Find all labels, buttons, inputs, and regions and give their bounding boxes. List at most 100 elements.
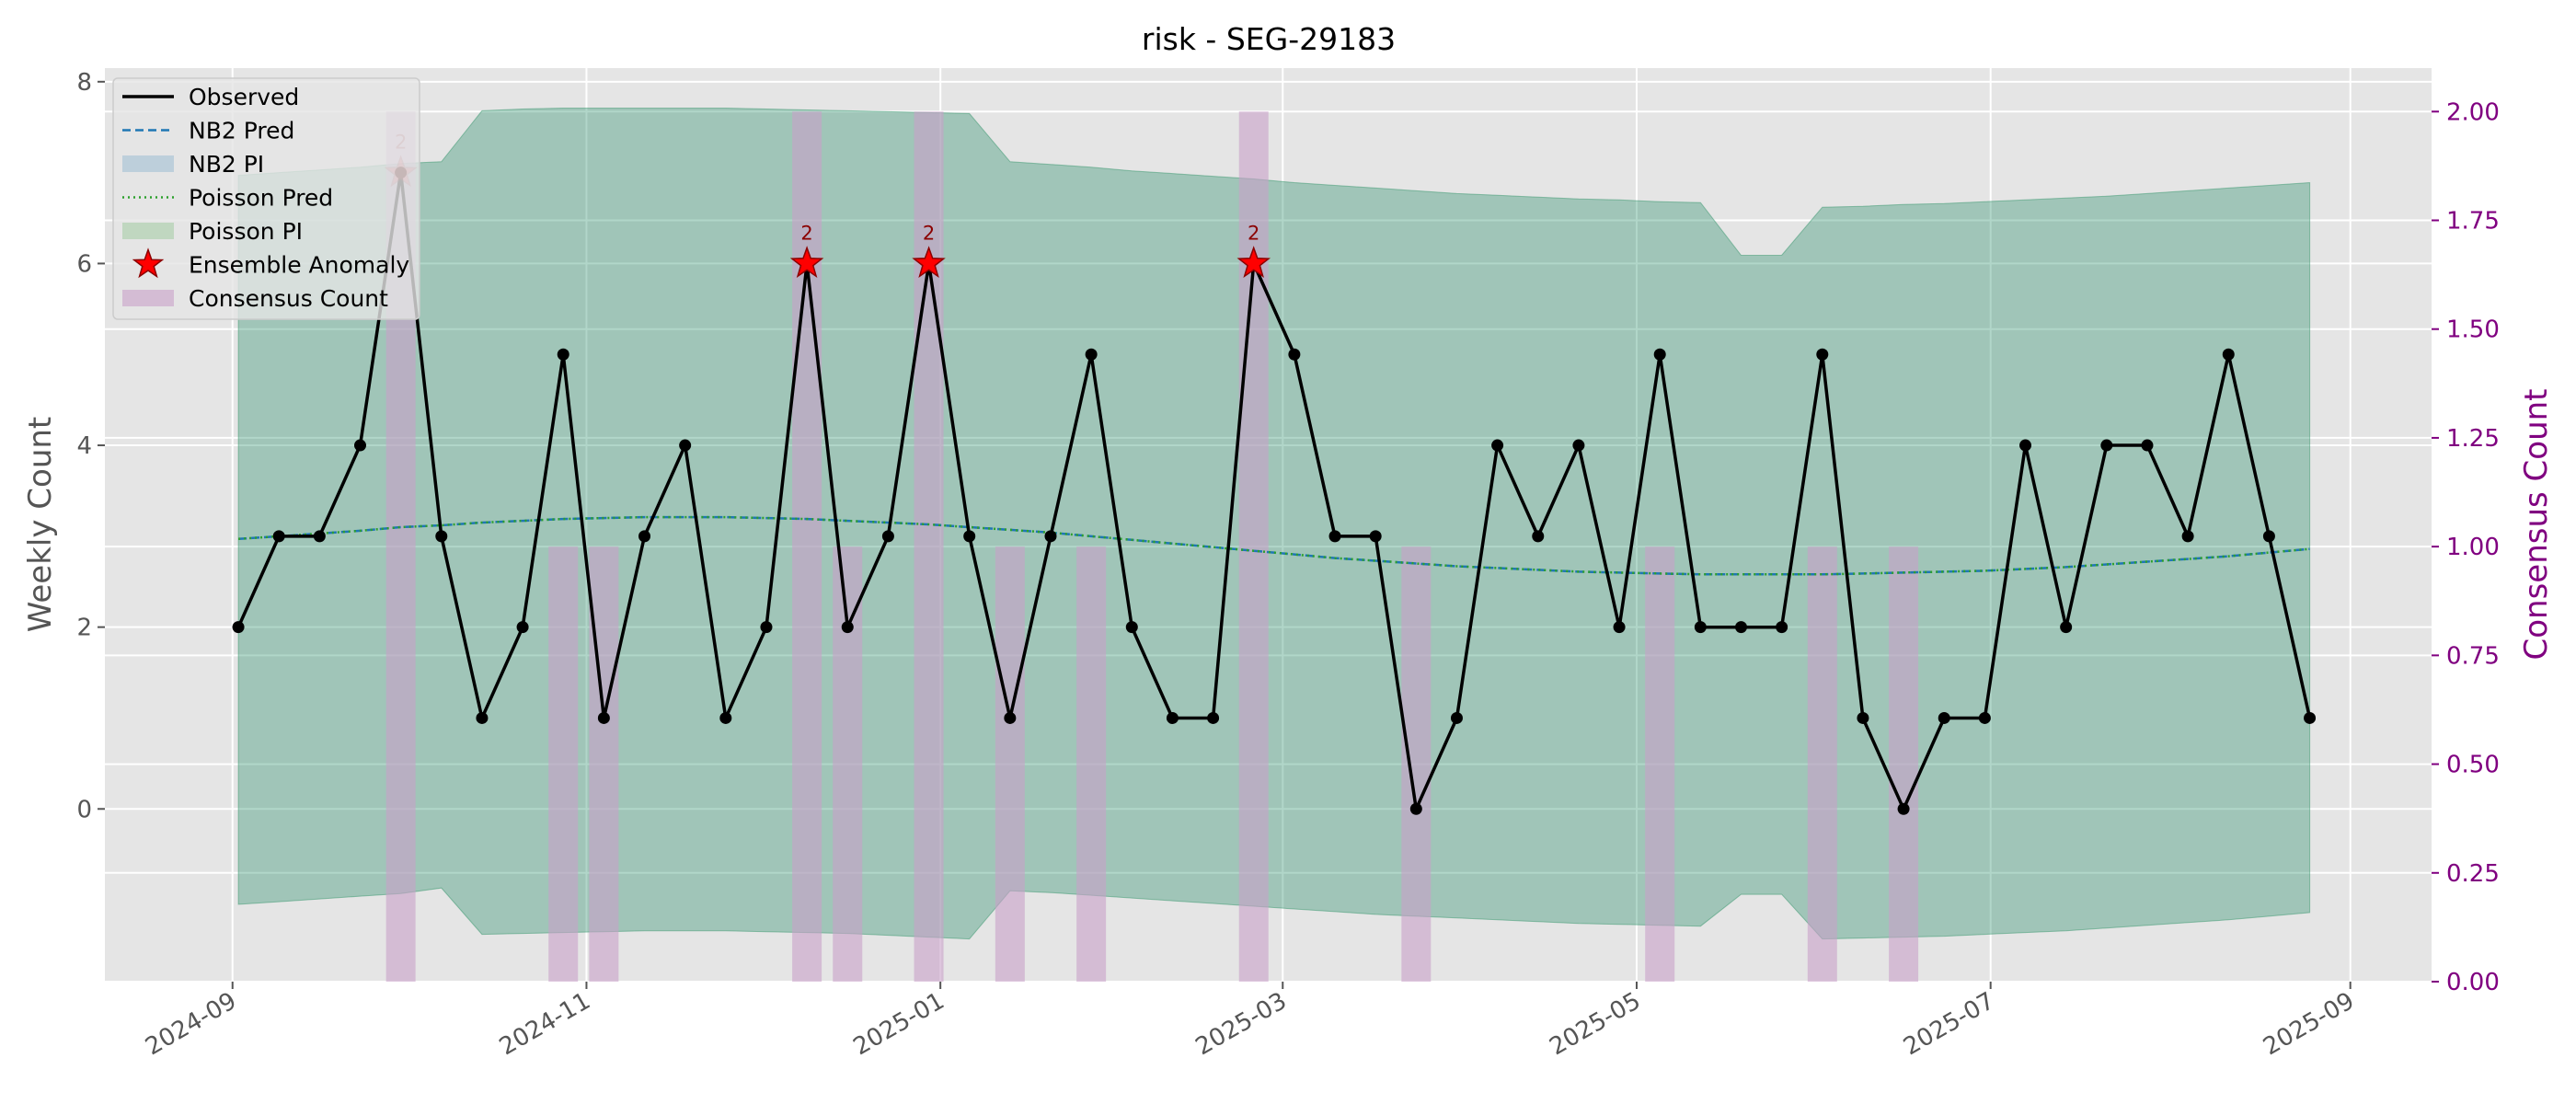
consensus-bar (833, 546, 863, 982)
y2-tick-label: 0.75 (2446, 642, 2500, 670)
consensus-bar (995, 546, 1025, 982)
observed-point (1328, 530, 1341, 543)
y2-tick-label: 1.00 (2446, 534, 2500, 561)
observed-point (1613, 621, 1626, 634)
observed-point (1776, 621, 1788, 634)
consensus-bar (1889, 546, 1919, 982)
observed-point (1857, 711, 1869, 724)
observed-point (1450, 711, 1463, 724)
observed-point (232, 621, 245, 634)
observed-point (2019, 439, 2032, 452)
y2-tick-label: 1.50 (2446, 316, 2500, 344)
observed-point (1897, 802, 1910, 815)
legend-label: Consensus Count (189, 285, 388, 312)
observed-point (353, 439, 366, 452)
anomaly-label: 2 (1248, 222, 1259, 244)
poisson-pred-line (238, 515, 2310, 576)
observed-point (963, 530, 976, 543)
observed-point (1491, 439, 1504, 452)
anomaly-label: 2 (800, 222, 812, 244)
observed-point (272, 530, 285, 543)
chart-title: risk - SEG-29183 (1142, 21, 1396, 57)
observed-point (2060, 621, 2073, 634)
observed-point (1125, 621, 1138, 634)
observed-line (236, 172, 2312, 815)
observed-point (719, 711, 732, 724)
consensus-bar (548, 546, 579, 982)
consensus-bar (1807, 546, 1837, 982)
observed-point (1978, 711, 1991, 724)
observed-point (1004, 711, 1017, 724)
prediction-intervals (237, 108, 2311, 940)
y-tick-label: 6 (76, 250, 92, 278)
observed-point (881, 530, 894, 543)
observed-point (1085, 348, 1098, 361)
anomaly-star (789, 246, 824, 278)
observed-series (232, 167, 2317, 815)
legend-swatch-poisson-pi (122, 223, 174, 239)
observed-point (1369, 530, 1382, 543)
observed-point (2181, 530, 2194, 543)
observed-point (1816, 348, 1829, 361)
legend-label: Ensemble Anomaly (189, 252, 409, 279)
x-tick-label: 2025-07 (1899, 987, 1999, 1061)
legend-label: NB2 Pred (189, 118, 294, 144)
observed-point (1653, 348, 1666, 361)
observed-point (2222, 348, 2235, 361)
y-tick-label: 0 (76, 796, 92, 823)
consensus-bar (1401, 546, 1432, 982)
y2-tick-label: 1.25 (2446, 425, 2500, 453)
observed-point (435, 530, 448, 543)
observed-point (1166, 711, 1179, 724)
x-tick-label: 2025-03 (1191, 987, 1292, 1061)
observed-point (841, 621, 854, 634)
observed-point (679, 439, 692, 452)
observed-point (516, 621, 529, 634)
legend-label: Poisson PI (189, 218, 303, 245)
legend-swatch-nb2-pi (122, 155, 174, 172)
observed-point (638, 530, 651, 543)
x-tick-label: 2025-01 (849, 987, 949, 1061)
legend-box (112, 77, 420, 320)
y-tick-label: 8 (76, 69, 92, 97)
x-tick-label: 2024-11 (495, 987, 595, 1061)
legend-label: Observed (189, 84, 299, 110)
observed-point (2100, 439, 2113, 452)
prediction-lines (238, 515, 2310, 576)
legend-swatch-anomaly (132, 247, 165, 279)
observed-point (2262, 530, 2275, 543)
observed-point (1694, 621, 1707, 634)
observed-point (1409, 802, 1422, 815)
x-tick-label: 2025-09 (2259, 987, 2359, 1061)
observed-point (1044, 530, 1057, 543)
y2-tick-label: 2.00 (2446, 98, 2500, 126)
observed-point (557, 348, 569, 361)
y2-tick-label: 0.00 (2446, 969, 2500, 996)
x-tick-label: 2024-09 (141, 987, 241, 1061)
observed-point (1572, 439, 1585, 452)
observed-point (1734, 621, 1747, 634)
observed-point (313, 530, 326, 543)
anomaly-label: 2 (923, 222, 935, 244)
x-tick-label: 2025-05 (1545, 987, 1645, 1061)
legend-swatch-consensus (122, 290, 174, 306)
consensus-bar (1076, 546, 1107, 982)
y-tick-label: 2 (76, 615, 92, 642)
legend-label: NB2 PI (189, 151, 264, 178)
observed-point (1532, 530, 1545, 543)
observed-point (1288, 348, 1301, 361)
y2-axis-label: Consensus Count (2518, 388, 2555, 660)
y2-tick-label: 0.50 (2446, 752, 2500, 779)
y-tick-label: 4 (76, 432, 92, 460)
observed-point (597, 711, 610, 724)
consensus-bar (1645, 546, 1675, 982)
observed-point (760, 621, 773, 634)
observed-point (1938, 711, 1950, 724)
legend-label: Poisson Pred (189, 185, 333, 212)
y-axis-label: Weekly Count (22, 417, 59, 633)
observed-point (2141, 439, 2154, 452)
anomaly-star (1236, 246, 1271, 278)
y2-tick-label: 0.25 (2446, 860, 2500, 888)
legend: Observed NB2 Pred NB2 PI Poisson Pred Poisso… (112, 77, 420, 320)
